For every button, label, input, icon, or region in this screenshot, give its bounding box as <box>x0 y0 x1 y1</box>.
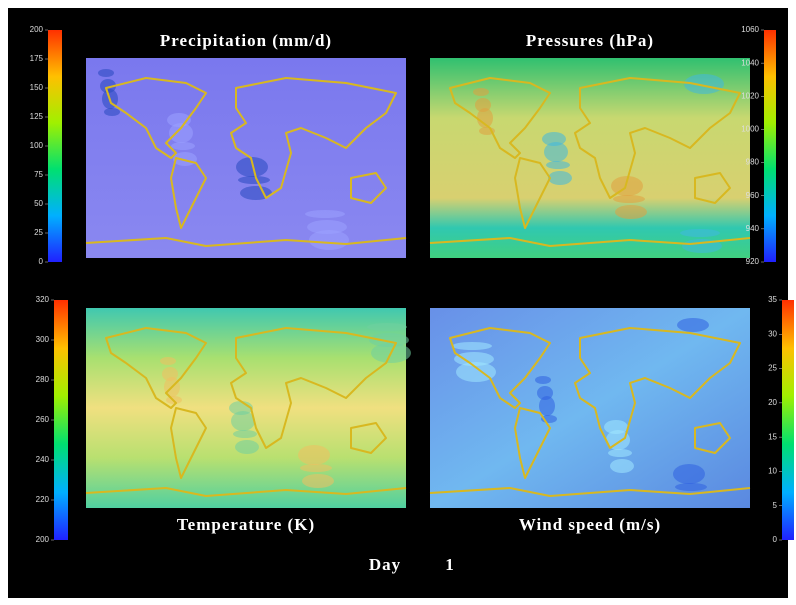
colorbar-tick-label: 220 <box>36 495 50 504</box>
colorbar-tick-label: 940 <box>746 224 760 233</box>
map-texture <box>544 142 568 162</box>
colorbar-tick-label: 1040 <box>741 58 759 67</box>
colorbar-tick-label: 980 <box>746 158 760 167</box>
colorbar-tick-label: 10 <box>768 467 777 476</box>
colorbar-tick-label: 1060 <box>741 25 759 34</box>
map-texture <box>615 205 647 219</box>
map-texture <box>169 123 193 143</box>
footer-label: Day <box>369 555 401 574</box>
map-texture <box>677 318 709 332</box>
colorbar-tick-label: 0 <box>39 257 44 266</box>
panel: Pressures (hPa) 920 940 960 980 1000 1020 1040 1… <box>430 25 776 266</box>
map-texture <box>231 411 255 431</box>
colorbar-tick-label: 1000 <box>741 125 759 134</box>
map-texture <box>539 396 555 416</box>
colorbar-tick-label: 75 <box>34 170 43 179</box>
map-texture <box>298 445 330 465</box>
colorbar-tick-label: 0 <box>773 535 778 544</box>
map-texture <box>546 161 570 169</box>
map-texture <box>300 464 332 472</box>
map-texture <box>104 108 120 116</box>
colorbar-tick-label: 5 <box>773 501 778 510</box>
map-texture <box>610 459 634 473</box>
map-texture <box>233 430 257 438</box>
colorbar-tick-label: 960 <box>746 191 760 200</box>
panel-title: Pressures (hPa) <box>526 31 654 50</box>
colorbar <box>764 30 776 262</box>
colorbar-tick-label: 50 <box>34 199 43 208</box>
colorbar <box>782 300 794 540</box>
map-texture <box>238 176 270 184</box>
map-texture <box>675 483 707 491</box>
panel-title: Wind speed (m/s) <box>519 515 661 534</box>
map-texture <box>452 342 492 350</box>
colorbar-tick-label: 920 <box>746 257 760 266</box>
panel: Wind speed (m/s) 0 5 10 15 20 25 30 35 <box>430 295 794 544</box>
map-texture <box>305 210 345 218</box>
colorbar-tick-label: 35 <box>768 295 777 304</box>
colorbar-tick-label: 240 <box>36 455 50 464</box>
map-texture <box>235 440 259 454</box>
colorbar-tick-label: 280 <box>36 375 50 384</box>
map-texture <box>309 230 349 250</box>
colorbar-tick-label: 30 <box>768 329 777 338</box>
colorbar <box>48 30 62 262</box>
map-texture <box>608 449 632 457</box>
colorbar-tick-label: 100 <box>30 141 44 150</box>
map-texture <box>673 464 705 484</box>
panel-title: Precipitation (mm/d) <box>160 31 332 50</box>
map-texture <box>548 171 572 185</box>
map-texture <box>535 376 551 384</box>
panel-title: Temperature (K) <box>177 515 315 534</box>
colorbar-tick-label: 200 <box>30 25 44 34</box>
colorbar-tick-label: 260 <box>36 415 50 424</box>
colorbar-tick-label: 175 <box>30 54 44 63</box>
map-texture <box>473 88 489 96</box>
colorbar-tick-label: 300 <box>36 335 50 344</box>
panel: Temperature (K) 200 220 240 260 280 300 320 <box>36 295 411 544</box>
map-texture <box>98 69 114 77</box>
colorbar-tick-label: 320 <box>36 295 50 304</box>
map-texture <box>302 474 334 488</box>
figure: Day 1 Precipitation (mm/d)02550751001251… <box>0 0 796 605</box>
colorbar-tick-label: 25 <box>768 364 777 373</box>
panel: Precipitation (mm/d) 0 25 50 75 100 125 150 175 2… <box>30 25 406 266</box>
colorbar-tick-label: 200 <box>36 535 50 544</box>
colorbar-tick-label: 25 <box>34 228 43 237</box>
map-texture <box>367 323 407 331</box>
map-texture <box>160 357 176 365</box>
map-texture <box>613 195 645 203</box>
colorbar-tick-label: 1020 <box>741 91 759 100</box>
map-texture <box>680 229 720 237</box>
map-texture <box>171 142 195 150</box>
colorbar-tick-label: 125 <box>30 112 44 121</box>
colorbar-tick-label: 15 <box>768 432 777 441</box>
colorbar-tick-label: 150 <box>30 83 44 92</box>
colorbar <box>54 300 68 540</box>
colorbar-tick-label: 20 <box>768 398 777 407</box>
footer-day: 1 <box>445 555 455 574</box>
